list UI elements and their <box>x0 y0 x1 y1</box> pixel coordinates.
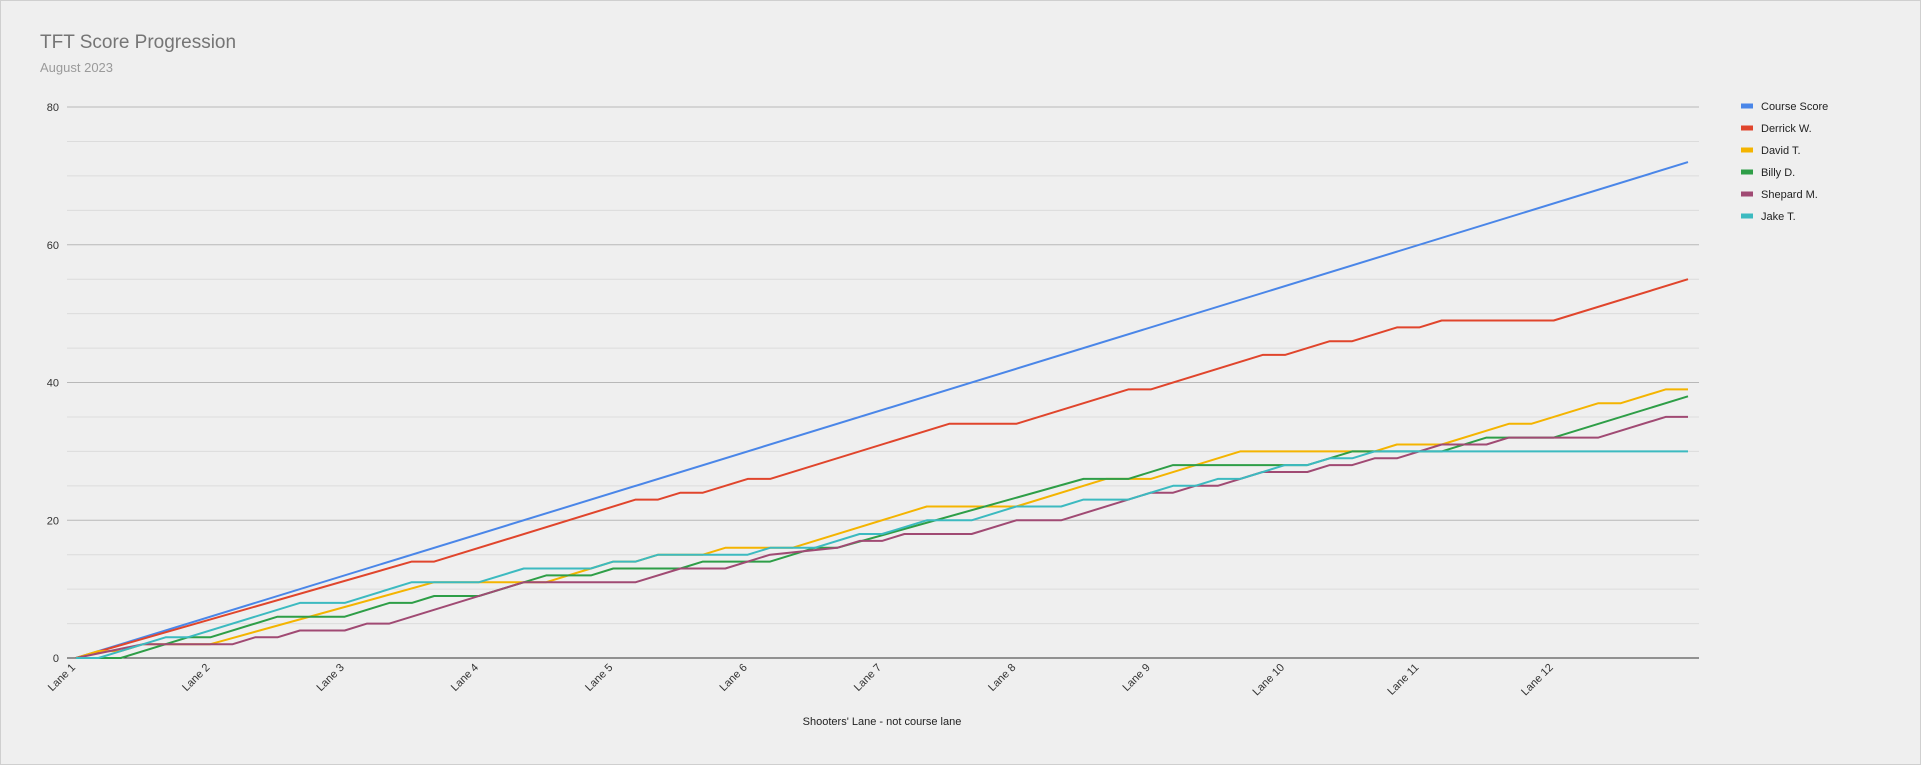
y-tick-label: 80 <box>47 102 59 114</box>
legend: Course Score Derrick W. David T. Billy D. Sh… <box>1741 101 1828 223</box>
legend-label: Jake T. <box>1761 211 1796 223</box>
y-tick-label: 0 <box>53 653 59 665</box>
x-tick-label: Lane 10 <box>1251 662 1288 699</box>
x-tick-label: Lane 9 <box>1121 662 1153 694</box>
legend-label: Derrick W. <box>1761 123 1812 135</box>
legend-label: Billy D. <box>1761 167 1795 179</box>
legend-swatch <box>1741 147 1753 153</box>
legend-label: David T. <box>1761 145 1801 157</box>
x-tick-label: Lane 5 <box>583 662 615 694</box>
x-tick-label: Lane 3 <box>315 662 347 694</box>
series-layer <box>75 161 1689 659</box>
legend-label: Shepard M. <box>1761 189 1818 201</box>
y-tick-label: 40 <box>47 378 59 390</box>
series-line-1 <box>75 278 1689 659</box>
y-tick-label: 60 <box>47 240 59 252</box>
chart-title: TFT Score Progression <box>40 32 237 53</box>
legend-swatch <box>1741 213 1753 219</box>
x-tick-label: Lane 7 <box>852 662 884 694</box>
x-tick-label: Lane 8 <box>986 662 1018 694</box>
grid-layer <box>67 106 1699 659</box>
legend-swatch <box>1741 103 1753 109</box>
x-tick-label: Lane 2 <box>180 662 212 694</box>
x-axis: Lane 1 Lane 2 Lane 3 Lane 4 Lane 5 Lane 6 Lane… <box>46 662 1556 699</box>
x-tick-label: Lane 1 <box>46 662 78 694</box>
y-tick-label: 20 <box>47 515 59 527</box>
series-line-2 <box>75 388 1688 659</box>
series-line-3 <box>76 395 1689 659</box>
legend-label: Course Score <box>1761 101 1828 113</box>
legend-swatch <box>1741 191 1753 197</box>
series-line-4 <box>75 415 1688 659</box>
x-tick-label: Lane 4 <box>449 662 481 694</box>
x-tick-label: Lane 6 <box>718 662 750 694</box>
series-line-0 <box>75 161 1689 659</box>
chart-subtitle: August 2023 <box>40 60 114 75</box>
x-tick-label: Lane 12 <box>1519 662 1556 699</box>
series-line-5 <box>76 450 1688 659</box>
legend-swatch <box>1741 169 1753 175</box>
x-tick-label: Lane 11 <box>1385 662 1421 698</box>
x-axis-title: Shooters' Lane - not course lane <box>803 716 962 728</box>
y-axis: 0 20 40 60 80 <box>47 102 59 665</box>
legend-swatch <box>1741 125 1753 131</box>
